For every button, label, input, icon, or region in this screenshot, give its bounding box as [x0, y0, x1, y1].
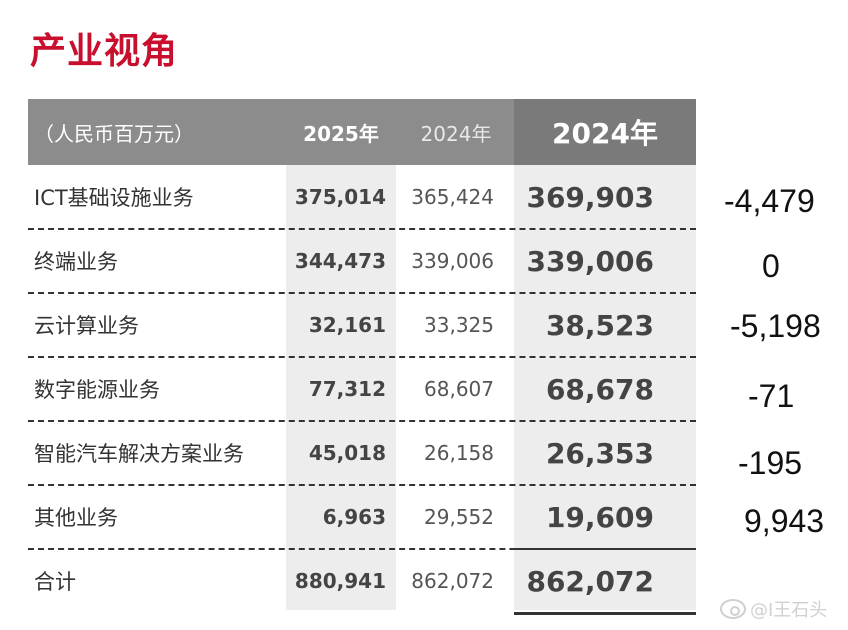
value-2024: 365,424	[411, 185, 494, 209]
table-row: 智能汽车解决方案业务 45,018 26,158 26,353	[28, 421, 696, 485]
difference-annotation: -4,479	[724, 183, 815, 219]
row-label: 智能汽车解决方案业务	[34, 442, 244, 466]
column-2024-restated-background	[514, 165, 696, 610]
table-row: 云计算业务 32,161 33,325 38,523	[28, 293, 696, 357]
watermark: @I王石头	[720, 596, 827, 622]
page-title: 产业视角	[30, 31, 179, 72]
value-2024-restated: 26,353	[545, 436, 654, 470]
value-2024-restated: 38,523	[545, 308, 654, 342]
header-2024: 2024年	[420, 121, 492, 146]
value-2024: 29,552	[424, 505, 494, 529]
value-2024: 33,325	[424, 313, 494, 337]
column-2025-background	[286, 165, 396, 610]
table-row: 终端业务 344,473 339,006 339,006	[28, 229, 696, 293]
row-label: ICT基础设施业务	[34, 186, 194, 210]
value-2024: 862,072	[411, 569, 494, 593]
header-unit-label: （人民币百万元）	[34, 121, 194, 146]
header-2024-restated: 2024年	[514, 99, 696, 165]
row-label: 合计	[34, 570, 76, 594]
header-2025: 2025年	[303, 121, 379, 146]
difference-annotation: -5,198	[730, 308, 821, 344]
row-divider	[28, 228, 696, 230]
value-2025: 344,473	[294, 249, 386, 273]
value-2025: 77,312	[308, 377, 386, 401]
table-row: ICT基础设施业务 375,014 365,424 369,903	[28, 165, 696, 229]
row-divider	[28, 484, 696, 486]
table-row-total: 合计 880,941 862,072 862,072	[28, 549, 696, 613]
row-label: 终端业务	[34, 250, 118, 274]
row-divider	[28, 420, 696, 422]
value-2024: 339,006	[411, 249, 494, 273]
difference-annotation: 9,943	[744, 503, 825, 539]
table-row: 数字能源业务 77,312 68,607 68,678	[28, 357, 696, 421]
row-divider	[28, 548, 696, 550]
row-label: 其他业务	[34, 506, 118, 530]
value-2025: 6,963	[322, 505, 386, 529]
value-2024: 26,158	[424, 441, 494, 465]
row-label: 云计算业务	[34, 314, 139, 338]
difference-annotation: -71	[748, 378, 795, 414]
table-bottom-rule	[514, 612, 696, 615]
value-2025: 45,018	[308, 441, 386, 465]
difference-annotation: -195	[738, 445, 803, 481]
value-2025: 375,014	[294, 185, 386, 209]
table-header: （人民币百万元） 2025年 2024年 2024年	[28, 99, 696, 165]
value-2024-restated: 68,678	[545, 372, 654, 406]
difference-annotation: 0	[762, 248, 780, 284]
value-2024: 68,607	[424, 377, 494, 401]
value-2024-restated: 862,072	[526, 564, 654, 598]
watermark-text: @I王石头	[750, 600, 828, 621]
value-2024-restated: 369,903	[526, 180, 654, 214]
value-2024-restated: 19,609	[545, 500, 654, 534]
table-row: 其他业务 6,963 29,552 19,609	[28, 485, 696, 549]
row-divider	[28, 356, 696, 358]
value-2025: 880,941	[294, 569, 386, 593]
value-2024-restated: 339,006	[526, 244, 654, 278]
row-divider	[28, 292, 696, 294]
value-2025: 32,161	[308, 313, 386, 337]
total-divider	[514, 548, 696, 550]
row-label: 数字能源业务	[34, 378, 160, 402]
weibo-icon	[720, 599, 746, 619]
